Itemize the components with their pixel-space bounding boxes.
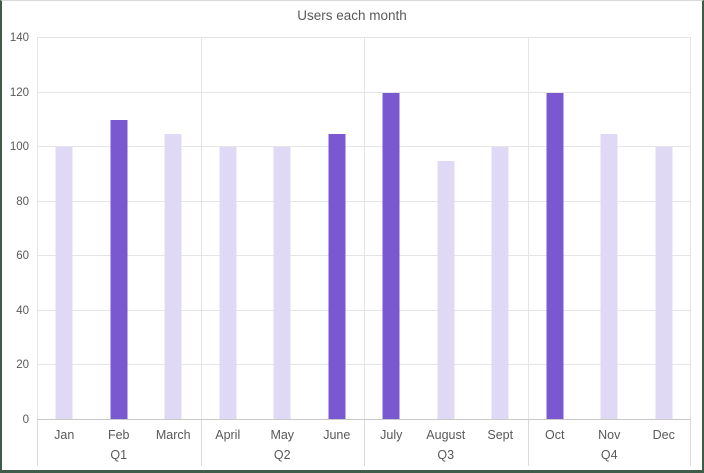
month-label-august: August — [426, 428, 466, 442]
quarter-separator — [200, 38, 202, 420]
y-axis: 0 20 40 60 80 100 120 140 — [2, 32, 32, 426]
bar-dec[interactable] — [655, 147, 673, 420]
bar-may[interactable] — [273, 147, 291, 420]
y-tick-label-80: 80 — [16, 195, 29, 208]
y-tick-label-120: 120 — [9, 86, 29, 99]
bar-sept[interactable] — [491, 147, 509, 420]
plot-area — [37, 37, 691, 420]
quarter-separator — [364, 38, 365, 420]
bar-august[interactable] — [437, 160, 455, 420]
bar-april[interactable] — [219, 147, 237, 420]
month-label-feb: Feb — [107, 428, 130, 442]
y-tick-label-140: 140 — [9, 32, 29, 44]
month-label-march: March — [155, 428, 191, 442]
y-tick-label-0: 0 — [22, 414, 29, 426]
bar-july[interactable] — [382, 92, 400, 420]
quarter-separator — [527, 38, 529, 420]
month-label-nov: Nov — [598, 428, 621, 442]
bar-march[interactable] — [164, 133, 182, 420]
month-label-oct: Oct — [545, 428, 565, 442]
month-label-may: May — [270, 428, 295, 442]
month-label-sept: Sept — [487, 428, 514, 442]
y-tick-label-100: 100 — [9, 141, 29, 154]
plot-right-edge — [690, 38, 691, 420]
x-axis-month-labels: Jan Feb March April May June July August Sept Oct… — [37, 424, 691, 446]
bar-nov[interactable] — [600, 133, 618, 420]
y-tick-label-60: 60 — [16, 250, 29, 263]
quarter-label-q3: Q3 — [437, 448, 455, 462]
plot-left-edge — [37, 38, 38, 420]
gridline-140 — [37, 37, 691, 38]
bar-feb[interactable] — [110, 119, 128, 420]
quarter-label-q4: Q4 — [600, 448, 618, 462]
month-label-dec: Dec — [652, 428, 675, 442]
x-axis-quarter-labels: Q1 Q2 Q3 Q4 — [37, 445, 691, 465]
bar-jan[interactable] — [55, 147, 73, 420]
y-tick-label-20: 20 — [16, 359, 29, 372]
month-label-april: April — [215, 428, 241, 442]
bar-oct[interactable] — [546, 92, 564, 420]
month-label-jan: Jan — [54, 428, 75, 442]
y-tick-label-40: 40 — [16, 304, 29, 317]
x-axis-line — [37, 419, 691, 420]
quarter-label-q2: Q2 — [273, 448, 291, 462]
month-label-june: June — [323, 428, 351, 442]
quarter-label-q1: Q1 — [110, 448, 128, 462]
chart-title: Users each month — [297, 8, 407, 23]
month-label-july: July — [380, 428, 403, 442]
bar-june[interactable] — [328, 133, 346, 420]
